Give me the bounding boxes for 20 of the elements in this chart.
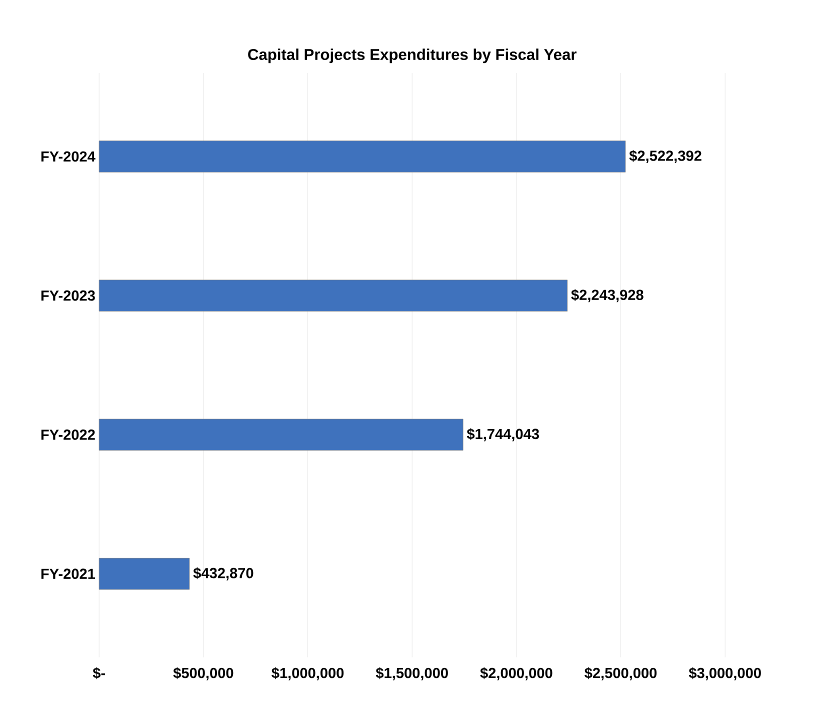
x-tick-label: $2,000,000: [480, 666, 552, 680]
bar: [98, 280, 568, 312]
data-label: $2,522,392: [629, 150, 702, 163]
bar: [98, 558, 190, 590]
bar: [98, 140, 626, 172]
bar: [98, 418, 464, 450]
x-tick-label: $1,500,000: [376, 666, 448, 680]
data-label: $2,243,928: [571, 288, 644, 302]
chart-title: Capital Projects Expenditures by Fiscal Year: [248, 48, 577, 63]
x-tick-label: $1,000,000: [272, 666, 344, 680]
x-tick-label: $2,500,000: [584, 666, 657, 680]
x-tick-label: $-: [92, 666, 106, 679]
data-label: $432,870: [193, 567, 254, 580]
y-tick-label: FY-2022: [41, 429, 95, 440]
y-tick-label: FY-2023: [41, 290, 95, 301]
data-label: $1,744,043: [466, 428, 539, 442]
y-tick-label: FY-2021: [41, 568, 96, 579]
x-tick-label: $500,000: [173, 666, 234, 680]
y-tick-label: FY-2024: [41, 151, 96, 162]
x-tick-label: $3,000,000: [688, 666, 761, 680]
